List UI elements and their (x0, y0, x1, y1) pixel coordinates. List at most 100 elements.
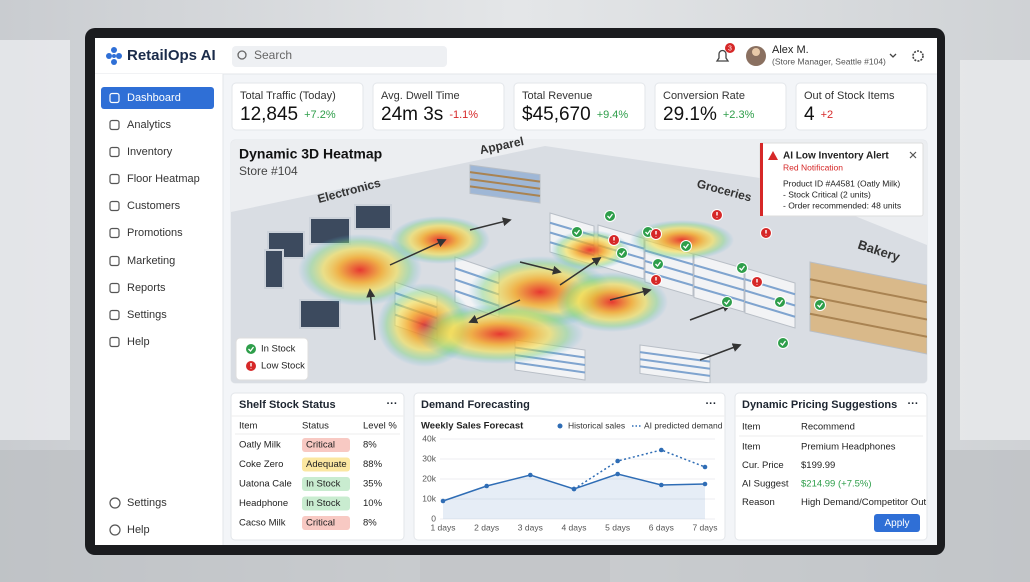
x-tick-label: 7 days (692, 522, 717, 532)
kpi-label: Conversion Rate (663, 90, 745, 102)
gear-icon[interactable] (912, 50, 924, 62)
row-label: AI Suggest (742, 479, 789, 490)
kpi-delta: +2.3% (723, 109, 755, 121)
status-text: Critical (306, 440, 335, 451)
chevron[interactable] (889, 53, 897, 58)
nav-icon (109, 119, 120, 131)
kpi-value-line: $45,670 +9.4% (522, 104, 628, 125)
display (299, 299, 341, 329)
check (655, 261, 662, 267)
nav-item[interactable]: Analytics (127, 119, 172, 131)
legend-label: Historical sales (568, 420, 625, 430)
nav-item[interactable]: Floor Heatmap (127, 173, 200, 185)
monitor-stand (420, 552, 610, 582)
check (777, 299, 784, 305)
nav-item[interactable]: Inventory (127, 146, 173, 158)
data-point (615, 458, 620, 464)
kpi-label: Total Revenue (522, 90, 592, 102)
kpi-value-line: 29.1% +2.3% (663, 104, 755, 125)
cell: 8% (363, 518, 377, 529)
in-stock-marker (652, 258, 664, 270)
nav-item[interactable]: Help (127, 336, 150, 348)
logo-icon (106, 47, 122, 65)
cell: Cacso Milk (239, 518, 286, 529)
status-text: Adequate (306, 459, 347, 470)
x-tick-label: 4 days (561, 522, 586, 532)
row-label: Item (742, 442, 761, 453)
nav-item[interactable]: Settings (127, 497, 167, 509)
nav-icon (109, 92, 120, 104)
flow-arrow (699, 343, 742, 361)
cell: 35% (363, 479, 383, 490)
kpi-delta: +9.4% (597, 109, 629, 121)
kpi-value: 12,845 (240, 104, 298, 125)
kpi-value: 24m 3s (381, 104, 443, 125)
column-header: Recommend (801, 422, 855, 433)
check (817, 302, 824, 308)
nav-item[interactable]: Customers (127, 200, 181, 212)
panel-menu[interactable]: ··· (387, 398, 398, 410)
alert-icon (768, 151, 778, 160)
alert-title: AI Low Inventory Alert (783, 151, 889, 162)
alert-subtitle: Red Notification (783, 162, 843, 172)
flow-arrow (609, 287, 652, 301)
flow-arrow (469, 217, 512, 231)
cell: Uatona Cale (239, 479, 292, 490)
flow-arrow (468, 299, 521, 324)
search-box[interactable] (232, 46, 447, 67)
legend-label: Low Stock (261, 361, 305, 372)
button-label: Apply (884, 518, 909, 529)
user-name: Alex M. (772, 44, 809, 56)
cell: 8% (363, 440, 377, 451)
panel-title: Demand Forecasting (421, 399, 530, 411)
cell: Coke Zero (239, 459, 283, 470)
nav-item[interactable]: Reports (127, 282, 166, 294)
heatmap-scene (231, 140, 927, 383)
data-point (571, 486, 577, 492)
kpi-card (795, 82, 928, 131)
panel-title: Dynamic Pricing Suggestions (742, 399, 897, 411)
heatmap-subtitle: Store #104 (239, 164, 298, 178)
cell: 88% (363, 459, 383, 470)
y-tick-label: 30k (422, 453, 436, 463)
close-icon[interactable] (909, 151, 917, 159)
badge (725, 43, 735, 53)
cell: 10% (363, 498, 383, 509)
data-point (702, 464, 708, 470)
kpi-card (372, 82, 505, 131)
kpi-value: 4 (804, 104, 815, 125)
nav-item[interactable]: Marketing (127, 255, 175, 267)
apply-button[interactable] (874, 514, 920, 532)
cell: Headphone (239, 498, 288, 509)
panel-menu[interactable]: ··· (908, 398, 919, 410)
nav-item[interactable]: Promotions (127, 227, 183, 239)
nav-item[interactable]: Settings (127, 309, 167, 321)
nav-icon (109, 336, 120, 348)
data-point (440, 498, 446, 504)
row-value: $199.99 (801, 460, 835, 471)
panel-menu[interactable]: ··· (706, 398, 717, 410)
shelf-row (744, 300, 796, 318)
status-text: In Stock (306, 479, 341, 490)
status-pill (302, 496, 350, 511)
x-tick-label: 6 days (649, 522, 674, 532)
panel-title: Shelf Stock Status (239, 399, 336, 411)
shelf-row (809, 312, 927, 338)
legend-swatch (557, 423, 563, 429)
row-label: Reason (742, 497, 775, 508)
y-tick-label: 0 (431, 513, 436, 523)
nav-item[interactable]: Dashboard (127, 92, 181, 104)
shelf-row (514, 361, 586, 374)
flow-arrow (559, 256, 602, 286)
in-stock-marker (777, 337, 789, 349)
flow-arrow (689, 303, 732, 321)
check (645, 229, 652, 235)
shelf-row (469, 178, 541, 190)
in-stock-marker (814, 299, 826, 311)
alert-line: Product ID #A4581 (Oatly Milk) (783, 178, 900, 188)
bell-icon[interactable] (715, 49, 730, 62)
nav-item[interactable]: Help (127, 524, 150, 536)
kpi-card (231, 82, 364, 131)
status-pill (302, 457, 350, 472)
